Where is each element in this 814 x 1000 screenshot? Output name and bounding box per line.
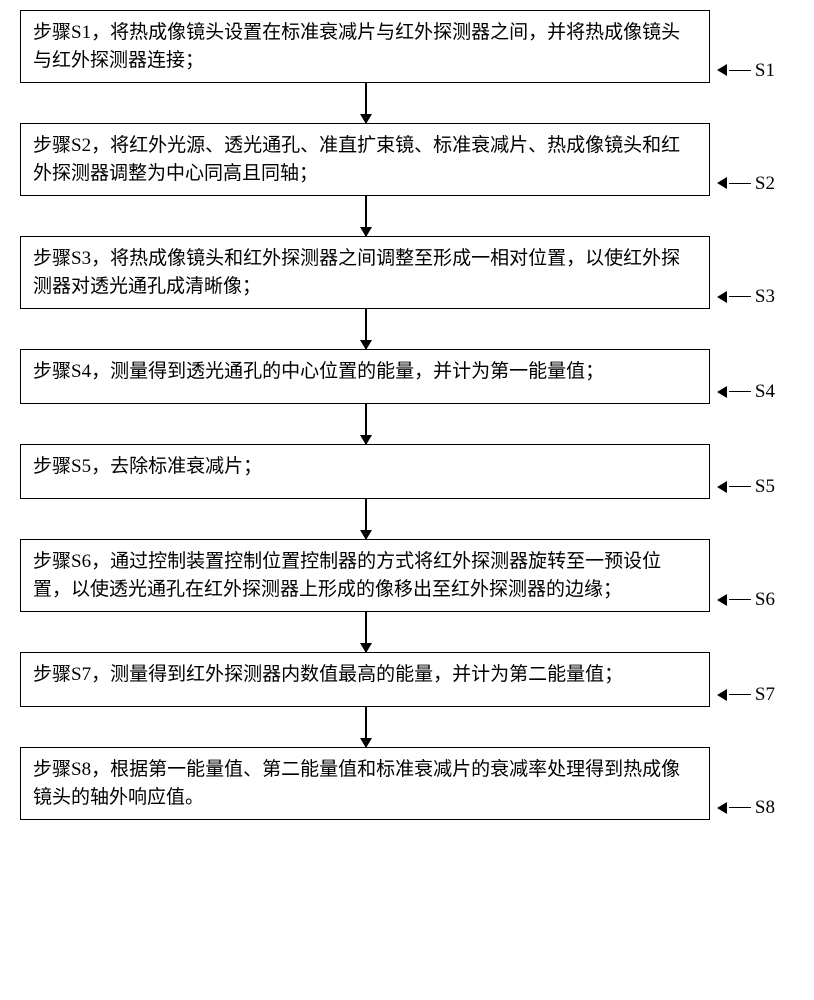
step-box-s1: 步骤S1，将热成像镜头设置在标准衰减片与红外探测器之间，并将热成像镜头与红外探测…: [20, 10, 710, 83]
arrow-left-icon: [717, 291, 727, 303]
arrow-line-icon: [729, 391, 751, 393]
arrow-line-icon: [729, 599, 751, 601]
step-row-s2: 步骤S2，将红外光源、透光通孔、准直扩束镜、标准衰减片、热成像镜头和红外探测器调…: [20, 123, 794, 196]
connector: [365, 707, 367, 747]
step-text: 步骤S5，去除标准衰减片；: [33, 456, 262, 477]
step-label-s7: S7: [717, 681, 775, 709]
step-text: 步骤S8，根据第一能量值、第二能量值和标准衰减片的衰减率处理得到热成像镜头的轴外…: [33, 759, 680, 808]
step-row-s1: 步骤S1，将热成像镜头设置在标准衰减片与红外探测器之间，并将热成像镜头与红外探测…: [20, 10, 794, 83]
step-text: 步骤S7，测量得到红外探测器内数值最高的能量，并计为第二能量值；: [33, 664, 623, 685]
step-text: 步骤S2，将红外光源、透光通孔、准直扩束镜、标准衰减片、热成像镜头和红外探测器调…: [33, 135, 680, 184]
step-label-s8: S8: [717, 794, 775, 822]
step-text: 步骤S3，将热成像镜头和红外探测器之间调整至形成一相对位置，以使红外探测器对透光…: [33, 248, 680, 297]
step-row-s6: 步骤S6，通过控制装置控制位置控制器的方式将红外探测器旋转至一预设位置，以使透光…: [20, 539, 794, 612]
arrow-line-icon: [729, 296, 751, 298]
label-text: S8: [755, 794, 775, 822]
arrow-line-icon: [729, 183, 751, 185]
arrow-line-icon: [729, 486, 751, 488]
step-text: 步骤S4，测量得到透光通孔的中心位置的能量，并计为第一能量值；: [33, 361, 604, 382]
label-text: S3: [755, 283, 775, 311]
step-label-s3: S3: [717, 283, 775, 311]
step-row-s7: 步骤S7，测量得到红外探测器内数值最高的能量，并计为第二能量值； S7: [20, 652, 794, 707]
arrow-line-icon: [729, 694, 751, 696]
step-text: 步骤S1，将热成像镜头设置在标准衰减片与红外探测器之间，并将热成像镜头与红外探测…: [33, 22, 680, 71]
arrow-left-icon: [717, 481, 727, 493]
step-text: 步骤S6，通过控制装置控制位置控制器的方式将红外探测器旋转至一预设位置，以使透光…: [33, 551, 661, 600]
connector: [365, 196, 367, 236]
step-box-s5: 步骤S5，去除标准衰减片； S5: [20, 444, 710, 499]
step-box-s2: 步骤S2，将红外光源、透光通孔、准直扩束镜、标准衰减片、热成像镜头和红外探测器调…: [20, 123, 710, 196]
step-box-s7: 步骤S7，测量得到红外探测器内数值最高的能量，并计为第二能量值； S7: [20, 652, 710, 707]
arrow-left-icon: [717, 386, 727, 398]
step-box-s3: 步骤S3，将热成像镜头和红外探测器之间调整至形成一相对位置，以使红外探测器对透光…: [20, 236, 710, 309]
label-text: S1: [755, 57, 775, 85]
step-row-s4: 步骤S4，测量得到透光通孔的中心位置的能量，并计为第一能量值； S4: [20, 349, 794, 404]
step-label-s4: S4: [717, 378, 775, 406]
arrow-left-icon: [717, 594, 727, 606]
step-row-s5: 步骤S5，去除标准衰减片； S5: [20, 444, 794, 499]
arrow-left-icon: [717, 802, 727, 814]
label-text: S5: [755, 473, 775, 501]
step-box-s4: 步骤S4，测量得到透光通孔的中心位置的能量，并计为第一能量值； S4: [20, 349, 710, 404]
connector: [365, 612, 367, 652]
step-box-s8: 步骤S8，根据第一能量值、第二能量值和标准衰减片的衰减率处理得到热成像镜头的轴外…: [20, 747, 710, 820]
step-label-s5: S5: [717, 473, 775, 501]
label-text: S2: [755, 170, 775, 198]
label-text: S6: [755, 586, 775, 614]
connector: [365, 83, 367, 123]
arrow-left-icon: [717, 177, 727, 189]
arrow-line-icon: [729, 70, 751, 72]
connector: [365, 499, 367, 539]
arrow-line-icon: [729, 807, 751, 809]
flowchart-container: 步骤S1，将热成像镜头设置在标准衰减片与红外探测器之间，并将热成像镜头与红外探测…: [20, 10, 794, 820]
connector: [365, 404, 367, 444]
step-box-s6: 步骤S6，通过控制装置控制位置控制器的方式将红外探测器旋转至一预设位置，以使透光…: [20, 539, 710, 612]
step-row-s3: 步骤S3，将热成像镜头和红外探测器之间调整至形成一相对位置，以使红外探测器对透光…: [20, 236, 794, 309]
arrow-left-icon: [717, 64, 727, 76]
arrow-left-icon: [717, 689, 727, 701]
step-label-s6: S6: [717, 586, 775, 614]
label-text: S7: [755, 681, 775, 709]
step-label-s2: S2: [717, 170, 775, 198]
step-row-s8: 步骤S8，根据第一能量值、第二能量值和标准衰减片的衰减率处理得到热成像镜头的轴外…: [20, 747, 794, 820]
step-label-s1: S1: [717, 57, 775, 85]
label-text: S4: [755, 378, 775, 406]
connector: [365, 309, 367, 349]
